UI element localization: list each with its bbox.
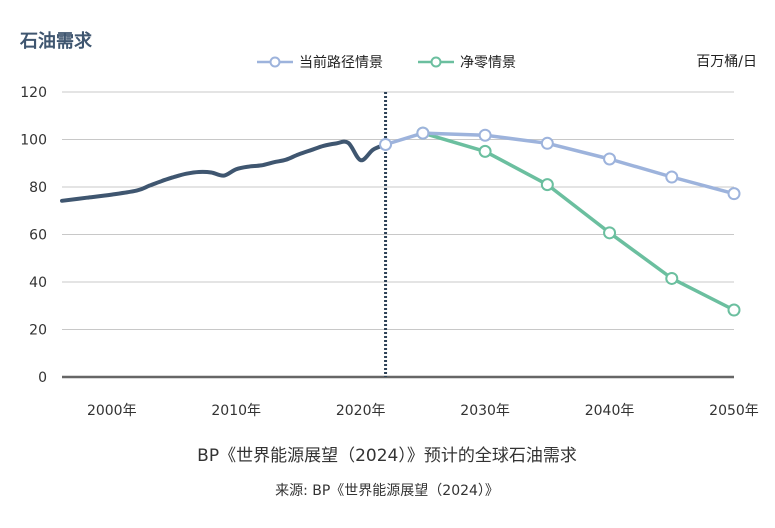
legend-marker-netzero bbox=[430, 56, 442, 68]
current-path-marker bbox=[665, 170, 679, 184]
y-tick-label: 40 bbox=[29, 275, 47, 291]
unit-label: 百万桶/日 bbox=[696, 54, 757, 70]
chart-title: 石油需求 bbox=[19, 30, 93, 52]
gridlines bbox=[62, 91, 734, 379]
y-tick-label: 20 bbox=[29, 323, 47, 339]
x-tick-label: 2010年 bbox=[211, 403, 261, 419]
history-line bbox=[60, 139, 388, 203]
current-path-marker bbox=[540, 136, 554, 150]
current-path-marker bbox=[379, 137, 393, 151]
netzero-marker bbox=[540, 178, 554, 192]
x-tick-label: 2040年 bbox=[585, 403, 635, 419]
netzero-marker bbox=[478, 144, 492, 158]
netzero-marker bbox=[665, 271, 679, 285]
current-path-marker bbox=[416, 126, 430, 140]
series-markers bbox=[379, 126, 741, 317]
x-tick-label: 2020年 bbox=[336, 403, 386, 419]
current-path-line bbox=[383, 131, 736, 196]
y-tick-label: 60 bbox=[29, 228, 47, 244]
chart-caption: BP《世界能源展望（2024）》预计的全球石油需求 bbox=[197, 446, 577, 466]
legend-marker-current bbox=[269, 56, 281, 68]
legend-label-netzero: 净零情景 bbox=[460, 55, 516, 71]
current-path-marker bbox=[478, 128, 492, 142]
y-axis-ticks: 0 20 40 60 80 100 120 bbox=[20, 85, 47, 386]
legend-label-current: 当前路径情景 bbox=[299, 54, 383, 71]
x-tick-label: 2050年 bbox=[709, 403, 759, 419]
y-tick-label: 100 bbox=[20, 133, 47, 149]
x-tick-label: 2000年 bbox=[87, 403, 137, 419]
x-axis-ticks: 2000年 2010年 2020年 2030年 2040年 2050年 bbox=[87, 403, 759, 419]
current-path-marker bbox=[727, 187, 741, 201]
x-tick-label: 2030年 bbox=[460, 403, 510, 419]
y-tick-label: 120 bbox=[20, 85, 47, 101]
current-path-marker bbox=[603, 152, 617, 166]
netzero-marker bbox=[603, 226, 617, 240]
chart-source: 来源: BP《世界能源展望（2024）》 bbox=[275, 483, 499, 499]
netzero-marker bbox=[727, 303, 741, 317]
series-lines bbox=[60, 131, 736, 312]
netzero-line bbox=[421, 131, 736, 312]
y-tick-label: 0 bbox=[38, 370, 47, 386]
y-tick-label: 80 bbox=[29, 180, 47, 196]
legend: 当前路径情景 净零情景 bbox=[257, 54, 516, 71]
